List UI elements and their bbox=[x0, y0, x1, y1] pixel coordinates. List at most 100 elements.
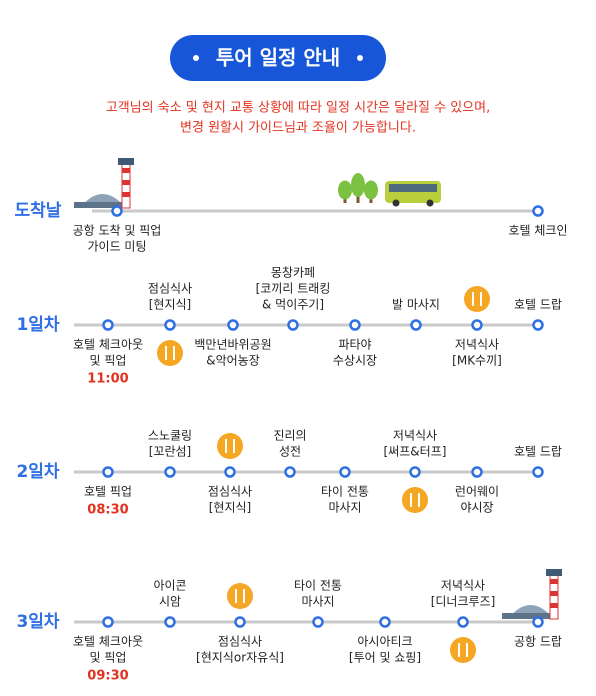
stop-label: [코끼리 트래킹 bbox=[256, 282, 331, 296]
stop-label: 호텔 체크아웃 bbox=[73, 635, 143, 649]
tower-stripe bbox=[122, 180, 130, 185]
day-label: 도착날 bbox=[15, 201, 62, 221]
stop-label: 공항 드랍 bbox=[514, 635, 562, 649]
meal-icon bbox=[217, 433, 243, 459]
stop-time: 11:00 bbox=[87, 372, 128, 387]
tower-stripe bbox=[122, 192, 130, 197]
meal-circle bbox=[227, 583, 253, 609]
stop-label: [MK수끼] bbox=[452, 354, 502, 368]
stop-label: 스노쿨링 bbox=[148, 429, 192, 443]
bus-windows bbox=[389, 184, 437, 192]
meal-icon bbox=[402, 487, 428, 513]
title-pill bbox=[170, 35, 386, 81]
stop-label: [디너크루즈] bbox=[431, 595, 496, 609]
stop-label: 저녁식사 bbox=[455, 338, 499, 352]
stop-node bbox=[312, 616, 324, 628]
day-label: 2일차 bbox=[16, 462, 59, 482]
day-label: 1일차 bbox=[16, 315, 59, 335]
airport-icon bbox=[502, 569, 562, 620]
stop-label: [현지식] bbox=[209, 501, 251, 515]
stop-label: 야시장 bbox=[460, 501, 493, 515]
meal-icon bbox=[450, 637, 476, 663]
stop-label: 및 픽업 bbox=[90, 354, 127, 368]
stop-node bbox=[379, 616, 391, 628]
meal-circle bbox=[464, 286, 490, 312]
stop-label: 타이 전통 bbox=[294, 579, 342, 593]
stop-label: &악어농장 bbox=[206, 354, 260, 368]
stop-node bbox=[287, 319, 299, 331]
tree-trunk bbox=[356, 193, 360, 203]
pill-dot bbox=[193, 55, 199, 61]
meal-icon bbox=[464, 286, 490, 312]
stop-time: 08:30 bbox=[87, 503, 128, 518]
tree bbox=[338, 180, 352, 200]
stop-node bbox=[471, 319, 483, 331]
stop-label: 호텔 드랍 bbox=[514, 445, 562, 459]
meal-circle bbox=[217, 433, 243, 459]
stop-label: & 먹이주기] bbox=[262, 298, 324, 312]
tree bbox=[364, 180, 378, 200]
meal-icon bbox=[157, 340, 183, 366]
stop-node bbox=[102, 466, 114, 478]
stop-label: 아시아티크 bbox=[357, 635, 412, 649]
stop-label: 아이콘 bbox=[153, 579, 186, 593]
stop-label: [현지식] bbox=[149, 298, 191, 312]
stop-label: 호텔 픽업 bbox=[84, 485, 132, 499]
tree bbox=[351, 173, 365, 197]
stop-label: 시암 bbox=[159, 595, 181, 609]
stop-label: 공항 도착 및 픽업 bbox=[73, 224, 162, 238]
day-label: 3일차 bbox=[16, 612, 59, 632]
stop-label: 저녁식사 bbox=[393, 429, 437, 443]
stop-node bbox=[532, 319, 544, 331]
stop-node bbox=[164, 616, 176, 628]
stop-node bbox=[410, 319, 422, 331]
meal-icon bbox=[227, 583, 253, 609]
stop-label: [꼬란섬] bbox=[149, 445, 191, 459]
meal-circle bbox=[450, 637, 476, 663]
stop-label: 수상시장 bbox=[333, 354, 377, 368]
stop-node bbox=[284, 466, 296, 478]
tower-stripe bbox=[550, 579, 558, 584]
tower-stripe bbox=[550, 591, 558, 596]
stop-label: 백만년바위공원 bbox=[194, 338, 271, 352]
stop-node bbox=[409, 466, 421, 478]
notice: 고객님의 숙소 및 현지 교통 상황에 따라 일정 시간은 달라질 수 있으며, bbox=[106, 101, 490, 116]
stop-label: 점심식사 bbox=[148, 282, 192, 296]
stop-label: [투어 및 쇼핑] bbox=[349, 651, 421, 665]
airport-icon bbox=[74, 158, 134, 209]
stop-label: 및 픽업 bbox=[90, 651, 127, 665]
stop-label: 호텔 체크아웃 bbox=[73, 338, 143, 352]
stop-label: 런어웨이 bbox=[455, 485, 499, 499]
stop-node bbox=[532, 466, 544, 478]
notice: 변경 원할시 가이드님과 조율이 가능합니다. bbox=[180, 121, 416, 136]
stop-label: 파타야 bbox=[338, 338, 371, 352]
tower-stripe bbox=[122, 168, 130, 173]
stop-node bbox=[339, 466, 351, 478]
stop-time: 09:30 bbox=[87, 669, 128, 684]
pill-dot bbox=[357, 55, 363, 61]
tower-cab bbox=[546, 569, 562, 576]
stop-label: 성전 bbox=[279, 445, 301, 459]
stop-node bbox=[532, 616, 544, 628]
stop-label: [써프&터프] bbox=[384, 445, 447, 459]
stop-label: 몽창카페 bbox=[271, 266, 315, 280]
stop-label: 진리의 bbox=[273, 429, 306, 443]
stop-node bbox=[471, 466, 483, 478]
stop-label: 점심식사 bbox=[208, 485, 252, 499]
bus-wheel bbox=[392, 199, 400, 207]
stop-label: 점심식사 bbox=[218, 635, 262, 649]
stop-label: 타이 전통 bbox=[321, 485, 369, 499]
tower-cab bbox=[118, 158, 134, 165]
stop-node bbox=[102, 616, 114, 628]
meal-circle bbox=[402, 487, 428, 513]
tower-stripe bbox=[550, 603, 558, 608]
stop-node bbox=[164, 466, 176, 478]
stop-label: 가이드 미팅 bbox=[87, 240, 146, 254]
stop-node bbox=[111, 205, 123, 217]
stop-node bbox=[102, 319, 114, 331]
terminal-base bbox=[74, 202, 130, 208]
stop-node bbox=[234, 616, 246, 628]
stop-node bbox=[227, 319, 239, 331]
stop-node bbox=[164, 319, 176, 331]
